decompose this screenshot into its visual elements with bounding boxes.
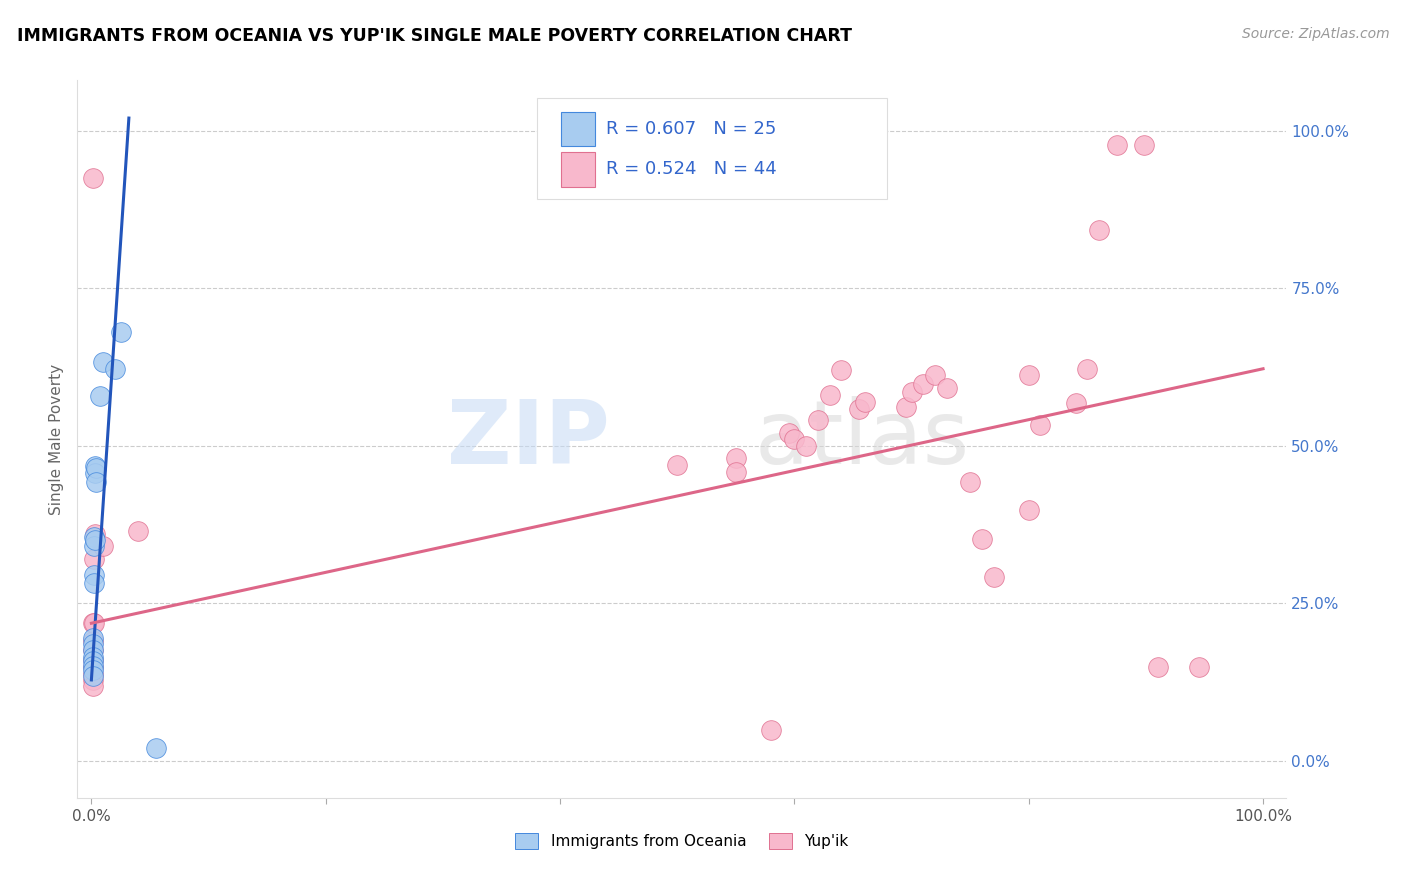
FancyBboxPatch shape: [561, 152, 595, 186]
Point: [84, 460, 107, 475]
Point: [783, 433, 806, 447]
Point: [818, 388, 841, 402]
FancyBboxPatch shape: [537, 98, 887, 199]
Point: [807, 413, 830, 427]
Point: [82, 643, 104, 657]
Point: [1029, 418, 1052, 433]
Point: [83, 540, 105, 554]
Point: [794, 439, 817, 453]
Point: [82, 649, 104, 664]
Point: [666, 458, 689, 472]
Point: [83, 552, 105, 566]
Text: atlas: atlas: [755, 396, 970, 483]
Point: [83, 530, 105, 544]
Point: [82, 664, 104, 678]
Point: [83, 616, 105, 631]
Point: [1076, 361, 1098, 376]
Text: IMMIGRANTS FROM OCEANIA VS YUP'IK SINGLE MALE POVERTY CORRELATION CHART: IMMIGRANTS FROM OCEANIA VS YUP'IK SINGLE…: [17, 27, 852, 45]
Point: [82, 668, 104, 682]
Point: [724, 451, 747, 466]
Point: [89, 389, 111, 403]
Point: [82, 633, 104, 648]
Point: [1064, 396, 1087, 410]
Point: [91, 355, 114, 369]
Point: [82, 631, 104, 645]
Legend: Immigrants from Oceania, Yup'ik: Immigrants from Oceania, Yup'ik: [509, 827, 855, 855]
Point: [84, 533, 107, 547]
Point: [1132, 137, 1154, 152]
Point: [924, 368, 946, 382]
Point: [830, 363, 852, 377]
Point: [1018, 503, 1040, 517]
Point: [82, 653, 104, 667]
Point: [1146, 660, 1168, 674]
Point: [84, 467, 107, 481]
Point: [104, 361, 127, 376]
Point: [83, 576, 105, 591]
Point: [82, 660, 104, 674]
Point: [82, 170, 104, 185]
Point: [724, 465, 747, 479]
Point: [82, 659, 104, 673]
Point: [970, 532, 993, 546]
Point: [1018, 368, 1040, 382]
Point: [83, 567, 105, 582]
Point: [82, 654, 104, 668]
Text: ZIP: ZIP: [447, 396, 609, 483]
Point: [82, 679, 104, 693]
Point: [853, 394, 876, 409]
Point: [110, 325, 132, 339]
Point: [82, 637, 104, 651]
Point: [127, 524, 149, 538]
Text: R = 0.524   N = 44: R = 0.524 N = 44: [606, 161, 776, 178]
Point: [82, 673, 104, 687]
Text: R = 0.607   N = 25: R = 0.607 N = 25: [606, 120, 776, 138]
Point: [82, 643, 104, 657]
Point: [848, 402, 870, 417]
Point: [983, 569, 1005, 583]
Text: Source: ZipAtlas.com: Source: ZipAtlas.com: [1241, 27, 1389, 41]
Y-axis label: Single Male Poverty: Single Male Poverty: [49, 364, 65, 515]
Point: [84, 526, 107, 541]
FancyBboxPatch shape: [561, 112, 595, 146]
Point: [759, 723, 782, 738]
Point: [145, 741, 167, 756]
Point: [1105, 137, 1128, 152]
Point: [935, 381, 957, 395]
Point: [912, 376, 935, 391]
Point: [91, 540, 114, 554]
Point: [778, 425, 800, 440]
Point: [1088, 223, 1111, 237]
Point: [900, 385, 922, 400]
Point: [1187, 660, 1209, 674]
Point: [894, 400, 917, 414]
Point: [84, 458, 107, 473]
Point: [82, 666, 104, 681]
Point: [84, 475, 107, 490]
Point: [959, 475, 981, 490]
Point: [82, 616, 104, 631]
